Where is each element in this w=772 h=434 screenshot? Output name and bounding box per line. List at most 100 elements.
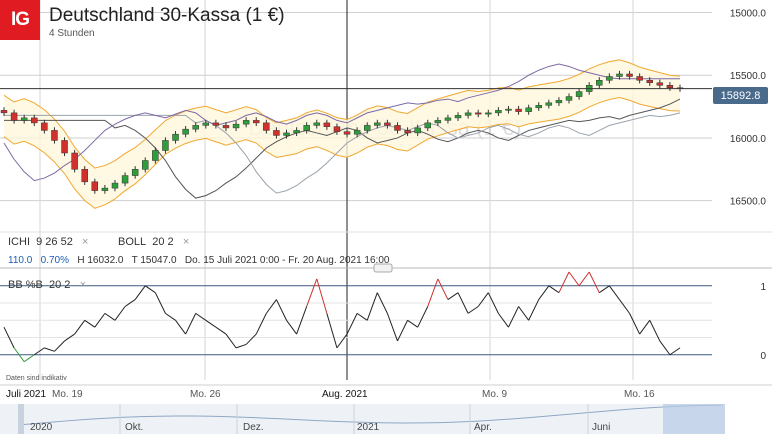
boll-indicator-tag[interactable]: BOLL 20 2 ×: [118, 236, 189, 248]
candle-body: [454, 115, 462, 119]
bb-line-segment: [23, 354, 35, 363]
bb-line-segment: [13, 347, 25, 362]
candle-body: [474, 112, 482, 115]
candle-body: [464, 112, 472, 116]
bb-line-segment: [608, 285, 620, 300]
price-tick-label: 16500.0: [730, 197, 767, 208]
candle-body: [41, 122, 48, 131]
bb-line-segment: [245, 333, 257, 345]
navigator-handle-left: [18, 404, 24, 434]
candle-body: [485, 112, 492, 115]
candle-body: [424, 122, 431, 129]
bb-line-segment: [538, 285, 550, 300]
candle-body: [172, 133, 179, 141]
candle-body: [636, 76, 643, 81]
candle-body: [212, 122, 220, 126]
candle-body: [273, 130, 280, 136]
bb-line-segment: [74, 319, 86, 335]
ichi-remove-icon[interactable]: ×: [82, 236, 89, 248]
candle-body: [222, 125, 230, 129]
navigator-label: Okt.: [125, 422, 143, 433]
bb-line-segment: [84, 319, 96, 328]
bb-line-segment: [235, 343, 247, 349]
bb-line-segment: [175, 319, 187, 335]
candle-body: [121, 175, 129, 184]
candle-body: [333, 126, 341, 132]
candle-body: [152, 150, 159, 161]
candle-body: [353, 130, 361, 135]
bb-line-segment: [165, 312, 176, 321]
boll-params: 20 2: [152, 236, 174, 248]
bb-line-segment: [336, 333, 348, 349]
bb-line-segment: [296, 306, 308, 335]
bb-line-segment: [185, 313, 197, 335]
instrument-title: Deutschland 30-Kassa (1 €): [49, 5, 285, 26]
bb-line-segment: [134, 285, 146, 300]
candle-body: [142, 160, 149, 170]
time-axis-label: Mo. 16: [624, 389, 655, 400]
candle-body: [71, 152, 78, 170]
candle-body: [343, 131, 351, 135]
time-axis-label: Mo. 19: [52, 389, 83, 400]
bb-tick-label: 0: [760, 351, 766, 362]
bollinger-band-area: [4, 59, 680, 209]
price-tick-label: 15500.0: [730, 71, 767, 82]
ig-logo: IG: [0, 0, 40, 40]
candle-body: [232, 123, 240, 129]
bb-line-segment: [588, 271, 600, 293]
candle-body: [363, 125, 371, 131]
candle-body: [495, 110, 502, 114]
bb-line-segment: [205, 319, 217, 328]
candle-body: [31, 117, 38, 124]
candle-body: [0, 110, 8, 114]
info-bar: 110.0 0.70% H 16032.0 T 15047.0 Do. 15 J…: [8, 255, 389, 266]
bb-line-segment: [3, 326, 15, 349]
bb-line-segment: [265, 299, 277, 314]
high-value: H 16032.0: [77, 255, 124, 266]
navigator-label: Juni: [592, 422, 610, 433]
candle-body: [565, 96, 573, 101]
candle-body: [596, 80, 603, 86]
candle-body: [626, 73, 633, 77]
bb-line-segment: [225, 333, 237, 349]
bb-line-segment: [215, 326, 227, 335]
bb-line-segment: [427, 278, 439, 307]
bb-line-segment: [124, 299, 136, 307]
time-axis-label: Aug. 2021: [322, 389, 368, 400]
candle-body: [384, 122, 391, 126]
bb-tick-label: 1: [760, 282, 766, 293]
candle-body: [656, 82, 664, 86]
bb-line-segment: [619, 299, 630, 314]
candle-body: [192, 125, 199, 130]
boll-remove-icon[interactable]: ×: [182, 236, 190, 248]
bb-line-segment: [376, 292, 388, 314]
bb-line-segment: [578, 271, 590, 287]
candle-body: [303, 125, 310, 131]
bb-line-segment: [33, 347, 45, 356]
bb-line-segment: [437, 278, 449, 300]
bb-line-segment: [457, 292, 469, 314]
bb-line-segment: [518, 306, 530, 321]
candle-body: [51, 130, 58, 141]
candle-body: [81, 169, 88, 183]
change-value: 110.0: [8, 255, 33, 266]
ichimoku-span-a: [4, 98, 681, 199]
time-axis-label: Mo. 26: [190, 389, 221, 400]
navigator-background: [0, 404, 772, 434]
candle-body: [505, 108, 512, 111]
candle-body: [283, 132, 290, 136]
bb-line-segment: [447, 292, 459, 300]
candle-body: [444, 117, 452, 121]
ichi-indicator-tag[interactable]: ICHI 9 26 52 ×: [8, 236, 88, 248]
candle-body: [111, 182, 119, 189]
bb-line-segment: [386, 313, 398, 342]
current-price-badge: 15892.8: [713, 87, 768, 104]
bb-indicator-tag[interactable]: BB %B 20 2 ×: [8, 279, 86, 291]
bb-line-segment: [407, 319, 418, 328]
candle-body: [646, 80, 653, 84]
bb-remove-icon[interactable]: ×: [79, 279, 87, 291]
candle-body: [263, 122, 270, 131]
ichimoku-span-b: [4, 112, 681, 194]
candle-body: [525, 107, 532, 112]
